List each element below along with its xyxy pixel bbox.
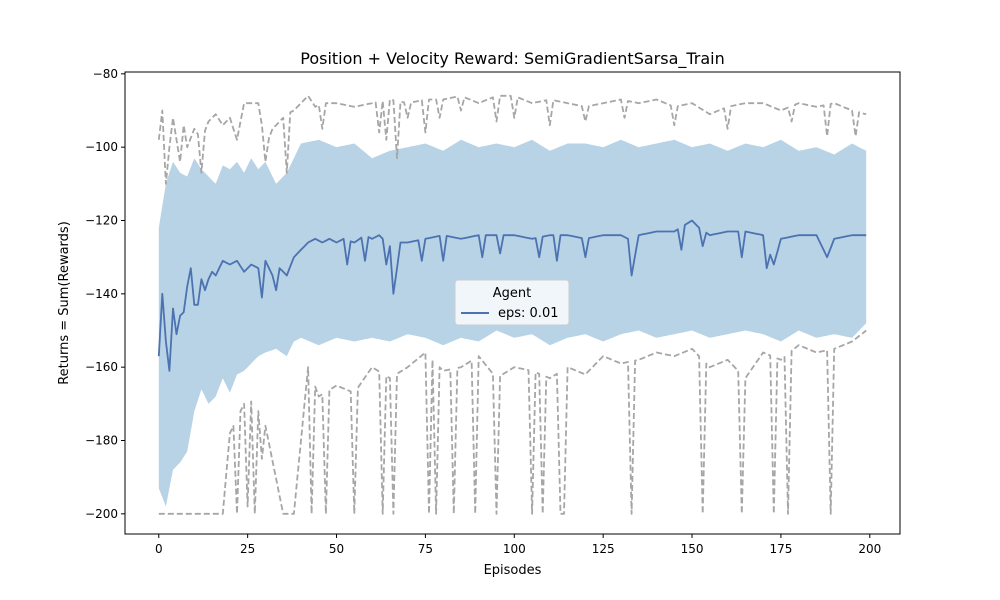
y-tick-label: −200: [85, 507, 118, 521]
x-tick-label: 0: [155, 542, 163, 556]
y-tick-label: −100: [85, 140, 118, 154]
y-tick-label: −180: [85, 434, 118, 448]
y-tick-label: −140: [85, 287, 118, 301]
x-tick-label: 125: [592, 542, 615, 556]
legend-entry-label: eps: 0.01: [498, 306, 558, 321]
chart-title: Position + Velocity Reward: SemiGradient…: [300, 49, 725, 69]
mean-return-line: [157, 219, 867, 372]
x-tick-label: 175: [769, 542, 792, 556]
x-tick-label: 25: [240, 542, 255, 556]
legend: Agent eps: 0.01: [454, 279, 570, 326]
legend-title: Agent: [493, 286, 531, 301]
max-return-dashed-line: [157, 94, 867, 185]
x-tick-label: 75: [418, 542, 433, 556]
x-axis-label: Episodes: [484, 563, 542, 578]
plot-frame: [124, 71, 901, 535]
x-tick-label: 150: [681, 542, 704, 556]
y-tick-label: −120: [85, 214, 118, 228]
x-tick-label: 100: [503, 542, 526, 556]
y-tick-label: −160: [85, 360, 118, 374]
y-tick-label: −80: [93, 67, 118, 81]
x-tick-label: 50: [329, 542, 344, 556]
y-axis-label: Returns = Sum(Rewards): [57, 221, 72, 385]
x-tick-label: 200: [858, 542, 881, 556]
min-return-dashed-line: [158, 329, 867, 515]
